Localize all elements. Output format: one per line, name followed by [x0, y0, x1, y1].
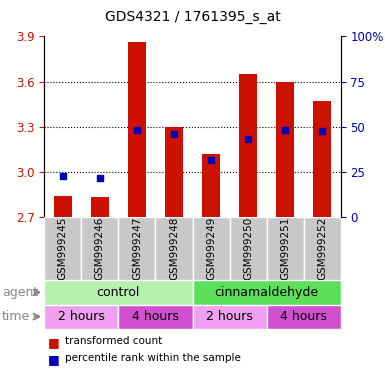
Text: transformed count: transformed count — [65, 336, 163, 346]
Text: 2 hours: 2 hours — [58, 310, 105, 323]
Bar — [229, 217, 266, 280]
Bar — [165, 127, 183, 217]
Bar — [276, 82, 295, 217]
Text: ■: ■ — [48, 353, 60, 366]
Text: time: time — [2, 310, 30, 323]
Text: GSM999252: GSM999252 — [317, 217, 327, 280]
Bar — [81, 217, 119, 280]
Bar — [44, 280, 192, 305]
Bar — [90, 197, 109, 217]
Text: agent: agent — [2, 286, 38, 299]
Text: GSM999249: GSM999249 — [206, 217, 216, 280]
Text: GDS4321 / 1761395_s_at: GDS4321 / 1761395_s_at — [105, 10, 280, 23]
Bar — [267, 217, 304, 280]
Bar — [54, 196, 72, 217]
Bar — [44, 217, 81, 280]
Text: 2 hours: 2 hours — [206, 310, 253, 323]
Text: GSM999251: GSM999251 — [280, 217, 290, 280]
Bar — [192, 305, 267, 329]
Text: control: control — [97, 286, 140, 299]
Text: GSM999250: GSM999250 — [243, 217, 253, 280]
Text: GSM999245: GSM999245 — [58, 217, 68, 280]
Bar — [266, 305, 341, 329]
Text: GSM999248: GSM999248 — [169, 217, 179, 280]
Text: GSM999247: GSM999247 — [132, 217, 142, 280]
Bar — [202, 154, 220, 217]
Bar — [44, 305, 119, 329]
Bar — [192, 217, 229, 280]
Bar — [128, 43, 146, 217]
Text: 4 hours: 4 hours — [280, 310, 327, 323]
Text: percentile rank within the sample: percentile rank within the sample — [65, 353, 241, 363]
Text: ■: ■ — [48, 336, 60, 349]
Text: cinnamaldehyde: cinnamaldehyde — [214, 286, 319, 299]
Text: GSM999246: GSM999246 — [95, 217, 105, 280]
Text: 4 hours: 4 hours — [132, 310, 179, 323]
Bar — [304, 217, 341, 280]
Bar — [239, 74, 257, 217]
Bar — [156, 217, 192, 280]
Bar — [313, 101, 331, 217]
Bar — [119, 217, 156, 280]
Bar — [192, 280, 341, 305]
Bar — [119, 305, 192, 329]
